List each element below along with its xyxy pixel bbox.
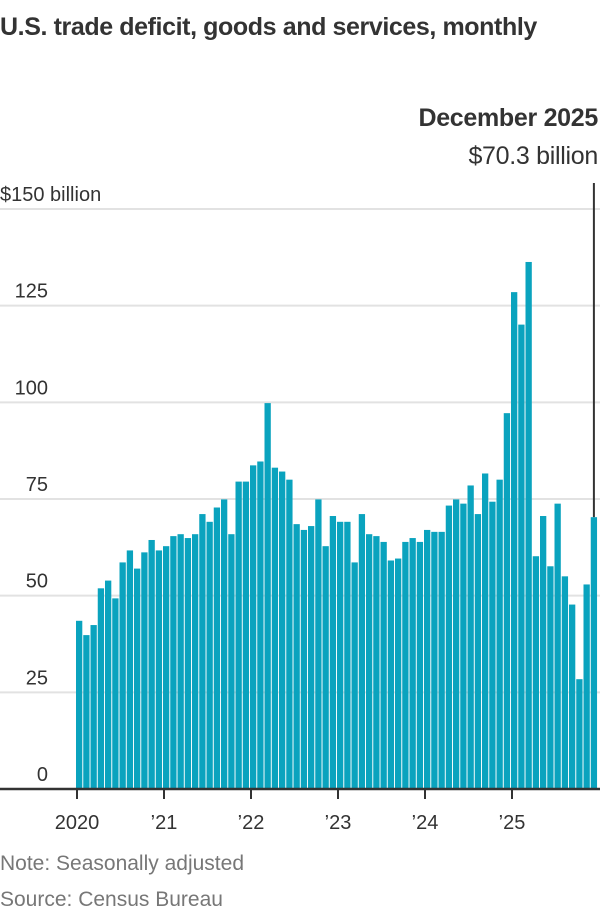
x-tick-label: ’21 — [151, 812, 178, 834]
bar — [134, 568, 141, 789]
bar — [489, 501, 496, 789]
bar — [467, 485, 474, 789]
bar — [163, 546, 170, 789]
bar — [192, 534, 199, 789]
bar — [561, 576, 569, 789]
bar — [482, 473, 489, 789]
bar — [496, 479, 503, 789]
chart-title: U.S. trade deficit, goods and services, … — [0, 13, 537, 41]
y-tick-label: 25 — [26, 667, 48, 689]
bar — [329, 516, 337, 789]
bar — [532, 556, 540, 789]
x-tick-label: 2020 — [55, 812, 100, 834]
bar — [460, 503, 467, 789]
bar — [380, 541, 387, 789]
bar — [83, 635, 90, 789]
bar — [402, 541, 409, 789]
bar — [351, 562, 358, 789]
bar — [518, 324, 525, 789]
bar — [250, 465, 257, 789]
x-axis-ticks: 2020 ’21 ’22 ’23 ’24 ’25 — [55, 789, 526, 834]
bar — [199, 514, 206, 789]
bar — [119, 562, 126, 789]
bar — [366, 534, 373, 789]
bar — [308, 526, 315, 789]
bar — [387, 560, 395, 789]
bar — [126, 550, 134, 789]
bar — [322, 546, 329, 789]
bar — [409, 538, 416, 789]
bar — [300, 529, 308, 789]
bar — [293, 524, 300, 789]
bar — [242, 481, 250, 789]
annotation-label: December 2025 — [418, 104, 598, 132]
bars — [76, 261, 598, 789]
bar — [90, 625, 97, 789]
bar — [525, 261, 532, 789]
bar — [373, 536, 380, 789]
bar — [206, 521, 213, 789]
bar — [590, 517, 598, 789]
x-tick-label: ’23 — [325, 812, 352, 834]
bar — [286, 479, 293, 789]
bar — [554, 503, 561, 789]
bar — [453, 499, 460, 789]
x-tick-label: ’25 — [499, 812, 526, 834]
bar — [416, 541, 424, 789]
bar — [228, 534, 235, 789]
bar — [547, 566, 554, 789]
bar — [424, 529, 431, 789]
bar — [148, 539, 155, 789]
footnote-source: Source: Census Bureau — [0, 888, 223, 911]
bar — [358, 514, 366, 789]
bar — [445, 505, 453, 789]
bar — [474, 514, 482, 789]
bar — [315, 499, 322, 789]
bar — [257, 461, 264, 789]
bar — [184, 538, 192, 789]
bar — [438, 531, 445, 789]
bar — [105, 580, 112, 789]
bar — [540, 516, 547, 789]
bar — [97, 588, 105, 789]
bar — [395, 558, 402, 789]
bar — [177, 534, 184, 789]
y-tick-label: 100 — [15, 377, 48, 399]
bar — [264, 403, 271, 789]
y-axis-labels: 0 25 50 75 100 125 $150 billion — [0, 184, 101, 786]
bar — [170, 536, 177, 789]
bar — [271, 467, 279, 789]
bar — [155, 550, 163, 789]
bar — [112, 598, 119, 789]
bar — [279, 471, 286, 789]
y-tick-label: $150 billion — [0, 184, 101, 206]
bar — [511, 292, 518, 789]
bar — [583, 584, 590, 789]
bar — [221, 499, 228, 789]
bar — [337, 521, 344, 789]
x-tick-label: ’24 — [412, 812, 439, 834]
y-tick-label: 75 — [26, 474, 48, 496]
x-tick-label: ’22 — [238, 812, 265, 834]
y-tick-label: 0 — [37, 764, 48, 786]
bar — [576, 679, 583, 789]
annotation-value: $70.3 billion — [468, 142, 598, 170]
bar — [431, 531, 438, 789]
footnote-note: Note: Seasonally adjusted — [0, 852, 244, 875]
bar — [76, 620, 83, 789]
bar — [141, 552, 148, 789]
bar — [344, 521, 351, 789]
y-tick-label: 125 — [15, 281, 48, 303]
bar — [569, 604, 576, 789]
bar — [235, 481, 242, 789]
y-tick-label: 50 — [26, 571, 48, 593]
bar — [213, 507, 221, 789]
bar — [503, 413, 511, 789]
